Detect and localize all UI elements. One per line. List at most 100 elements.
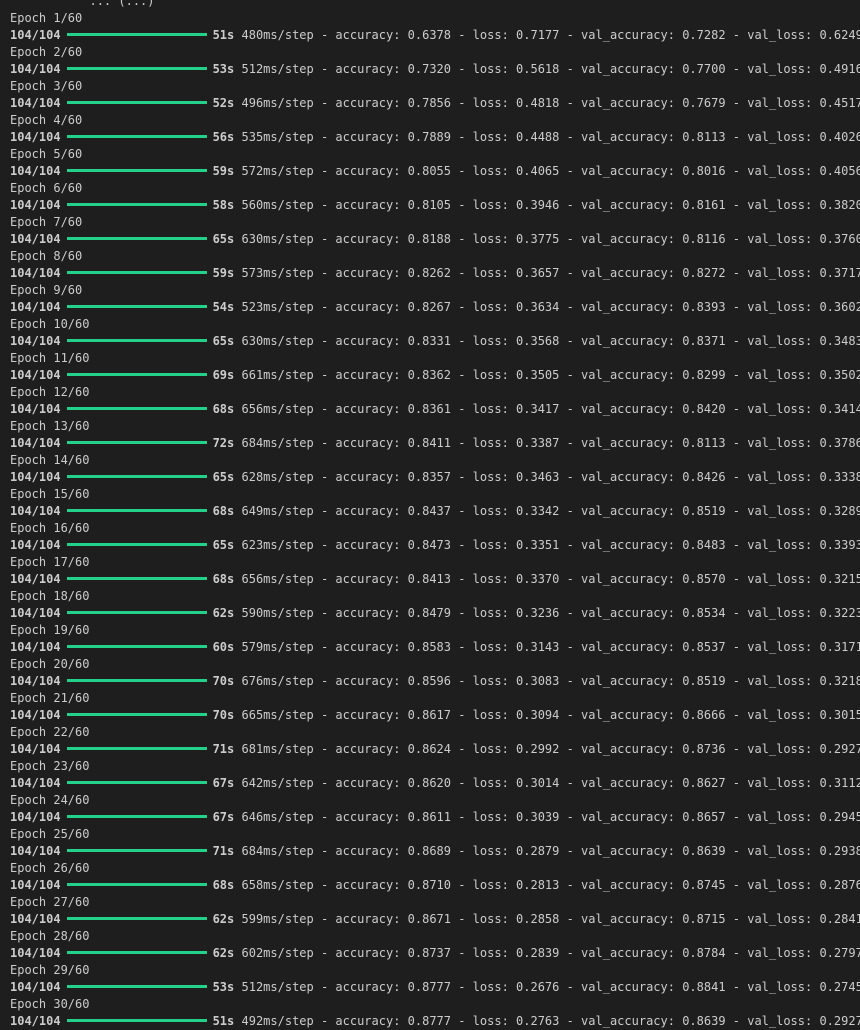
- progress-line: 104/104 59s 573ms/step - accuracy: 0.8262…: [10, 265, 860, 282]
- progress-bar: [66, 169, 207, 172]
- progress-bar: [66, 33, 207, 36]
- epoch-duration: 62s: [212, 912, 235, 926]
- epoch-duration: 68s: [212, 572, 235, 586]
- progress-line: 104/104 53s 512ms/step - accuracy: 0.8777…: [10, 979, 860, 996]
- progress-bar: [66, 815, 207, 818]
- epoch-duration: 72s: [212, 436, 235, 450]
- progress-bar: [66, 509, 207, 512]
- epoch-label: Epoch 23/60: [10, 759, 90, 773]
- epoch-metrics: 649ms/step - accuracy: 0.8437 - loss: 0.…: [234, 504, 860, 518]
- step-counter: 104/104: [10, 368, 61, 382]
- progress-bar: [66, 679, 207, 682]
- epoch-metrics: 665ms/step - accuracy: 0.8617 - loss: 0.…: [234, 708, 860, 722]
- progress-line: 104/104 51s 492ms/step - accuracy: 0.8777…: [10, 1013, 860, 1030]
- progress-line: 104/104 67s 642ms/step - accuracy: 0.8620…: [10, 775, 860, 792]
- epoch-metrics: 628ms/step - accuracy: 0.8357 - loss: 0.…: [234, 470, 860, 484]
- progress-bar: [66, 1019, 207, 1022]
- epoch-label: Epoch 25/60: [10, 827, 90, 841]
- epoch-metrics: 630ms/step - accuracy: 0.8331 - loss: 0.…: [234, 334, 860, 348]
- progress-bar: [66, 339, 207, 342]
- epoch-duration: 70s: [212, 674, 235, 688]
- step-counter: 104/104: [10, 742, 61, 756]
- step-counter: 104/104: [10, 980, 61, 994]
- epoch-duration: 68s: [212, 402, 235, 416]
- progress-line: 104/104 68s 656ms/step - accuracy: 0.8361…: [10, 401, 860, 418]
- progress-line: 104/104 54s 523ms/step - accuracy: 0.8267…: [10, 299, 860, 316]
- epoch-duration: 65s: [212, 232, 235, 246]
- epoch-duration: 67s: [212, 810, 235, 824]
- epoch-log-list: Epoch 1/60 104/104 51s 480ms/step - accura…: [10, 10, 860, 1030]
- epoch-label: Epoch 14/60: [10, 453, 90, 467]
- progress-line: 104/104 52s 496ms/step - accuracy: 0.7856…: [10, 95, 860, 112]
- step-counter: 104/104: [10, 232, 61, 246]
- epoch-label: Epoch 22/60: [10, 725, 90, 739]
- step-counter: 104/104: [10, 334, 61, 348]
- epoch-metrics: 623ms/step - accuracy: 0.8473 - loss: 0.…: [234, 538, 860, 552]
- epoch-metrics: 560ms/step - accuracy: 0.8105 - loss: 0.…: [234, 198, 860, 212]
- progress-bar: [66, 101, 207, 104]
- epoch-label: Epoch 15/60: [10, 487, 90, 501]
- epoch-duration: 65s: [212, 470, 235, 484]
- step-counter: 104/104: [10, 62, 61, 76]
- epoch-label: Epoch 20/60: [10, 657, 90, 671]
- progress-bar: [66, 305, 207, 308]
- epoch-label: Epoch 19/60: [10, 623, 90, 637]
- epoch-label: Epoch 16/60: [10, 521, 90, 535]
- progress-bar: [66, 781, 207, 784]
- epoch-duration: 65s: [212, 538, 235, 552]
- epoch-label: Epoch 26/60: [10, 861, 90, 875]
- epoch-metrics: 572ms/step - accuracy: 0.8055 - loss: 0.…: [234, 164, 860, 178]
- epoch-metrics: 512ms/step - accuracy: 0.7320 - loss: 0.…: [234, 62, 860, 76]
- epoch-duration: 51s: [212, 1014, 235, 1028]
- progress-line: 104/104 62s 599ms/step - accuracy: 0.8671…: [10, 911, 860, 928]
- epoch-duration: 52s: [212, 96, 235, 110]
- epoch-label: Epoch 28/60: [10, 929, 90, 943]
- epoch-label: Epoch 18/60: [10, 589, 90, 603]
- step-counter: 104/104: [10, 776, 61, 790]
- progress-line: 104/104 65s 630ms/step - accuracy: 0.8331…: [10, 333, 860, 350]
- epoch-duration: 58s: [212, 198, 235, 212]
- epoch-label: Epoch 7/60: [10, 215, 83, 229]
- epoch-label: Epoch 13/60: [10, 419, 90, 433]
- epoch-label: Epoch 6/60: [10, 181, 83, 195]
- epoch-label: Epoch 29/60: [10, 963, 90, 977]
- progress-bar: [66, 951, 207, 954]
- progress-line: 104/104 70s 676ms/step - accuracy: 0.8596…: [10, 673, 860, 690]
- progress-line: 104/104 70s 665ms/step - accuracy: 0.8617…: [10, 707, 860, 724]
- epoch-metrics: 684ms/step - accuracy: 0.8411 - loss: 0.…: [234, 436, 860, 450]
- epoch-duration: 68s: [212, 504, 235, 518]
- progress-bar: [66, 475, 207, 478]
- epoch-duration: 67s: [212, 776, 235, 790]
- epoch-metrics: 602ms/step - accuracy: 0.8737 - loss: 0.…: [234, 946, 860, 960]
- progress-bar: [66, 441, 207, 444]
- epoch-duration: 69s: [212, 368, 235, 382]
- progress-line: 104/104 65s 628ms/step - accuracy: 0.8357…: [10, 469, 860, 486]
- step-counter: 104/104: [10, 912, 61, 926]
- step-counter: 104/104: [10, 300, 61, 314]
- step-counter: 104/104: [10, 402, 61, 416]
- progress-line: 104/104 65s 630ms/step - accuracy: 0.8188…: [10, 231, 860, 248]
- epoch-label: Epoch 3/60: [10, 79, 83, 93]
- progress-bar: [66, 611, 207, 614]
- epoch-label: Epoch 17/60: [10, 555, 90, 569]
- step-counter: 104/104: [10, 470, 61, 484]
- epoch-metrics: 599ms/step - accuracy: 0.8671 - loss: 0.…: [234, 912, 860, 926]
- progress-bar: [66, 67, 207, 70]
- epoch-label: Epoch 9/60: [10, 283, 83, 297]
- epoch-metrics: 512ms/step - accuracy: 0.8777 - loss: 0.…: [234, 980, 860, 994]
- epoch-metrics: 681ms/step - accuracy: 0.8624 - loss: 0.…: [234, 742, 860, 756]
- step-counter: 104/104: [10, 640, 61, 654]
- step-counter: 104/104: [10, 436, 61, 450]
- progress-line: 104/104 71s 681ms/step - accuracy: 0.8624…: [10, 741, 860, 758]
- epoch-metrics: 658ms/step - accuracy: 0.8710 - loss: 0.…: [234, 878, 860, 892]
- epoch-metrics: 523ms/step - accuracy: 0.8267 - loss: 0.…: [234, 300, 860, 314]
- epoch-duration: 51s: [212, 28, 235, 42]
- progress-line: 104/104 59s 572ms/step - accuracy: 0.8055…: [10, 163, 860, 180]
- epoch-label: Epoch 1/60: [10, 11, 83, 25]
- step-counter: 104/104: [10, 130, 61, 144]
- step-counter: 104/104: [10, 538, 61, 552]
- progress-bar: [66, 985, 207, 988]
- epoch-duration: 59s: [212, 164, 235, 178]
- epoch-duration: 56s: [212, 130, 235, 144]
- progress-line: 104/104 53s 512ms/step - accuracy: 0.7320…: [10, 61, 860, 78]
